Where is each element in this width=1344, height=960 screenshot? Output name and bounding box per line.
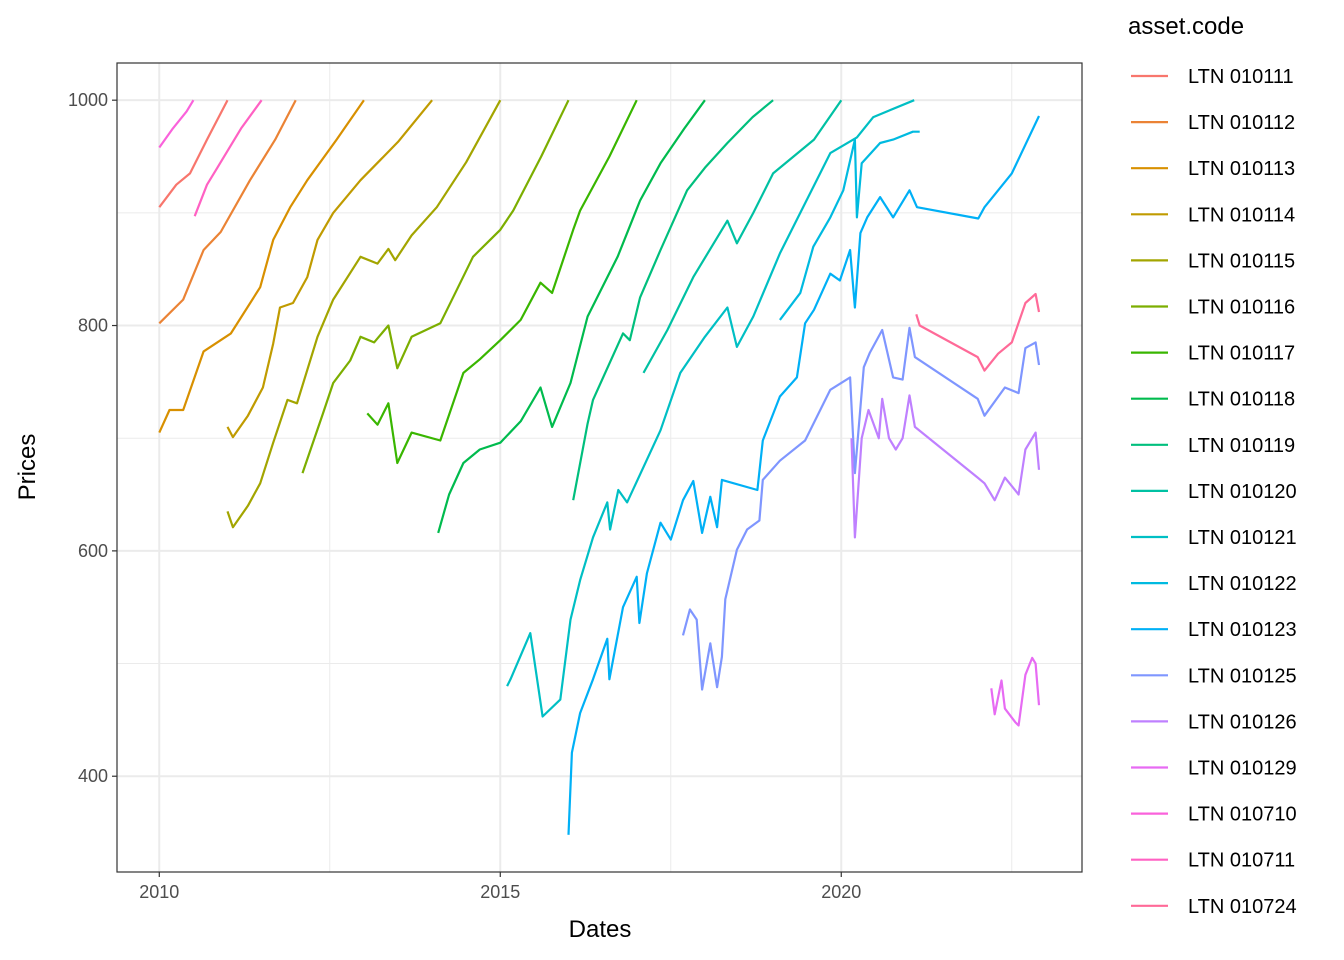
legend-item: LTN 010125: [1131, 665, 1297, 687]
series-line-ltn-010119: [572, 99, 774, 501]
legend-item: LTN 010120: [1131, 481, 1297, 503]
legend-item: LTN 010122: [1131, 573, 1297, 595]
legend-label: LTN 010126: [1188, 711, 1297, 733]
legend-label: LTN 010724: [1188, 896, 1297, 918]
legend-item: LTN 010118: [1131, 389, 1295, 411]
legend-item: LTN 010115: [1131, 250, 1295, 272]
legend-label: LTN 010117: [1188, 343, 1295, 365]
legend-item: LTN 010112: [1131, 112, 1295, 134]
legend-item: LTN 010724: [1131, 896, 1297, 918]
legend: LTN 010111 LTN 010112 LTN 010113 LTN 010114…: [1131, 66, 1297, 918]
legend-item: LTN 010123: [1131, 619, 1297, 641]
series-line-ltn-010115: [226, 99, 502, 529]
series-lines: [158, 99, 1041, 835]
legend-label: LTN 010116: [1188, 297, 1295, 319]
legend-label: LTN 010710: [1188, 804, 1297, 826]
series-line-ltn-010711: [193, 99, 263, 217]
series-line-ltn-010724: [915, 292, 1041, 372]
legend-label: LTN 010125: [1188, 665, 1297, 687]
legend-item: LTN 010114: [1131, 204, 1295, 226]
legend-item: LTN 010113: [1131, 158, 1295, 180]
series-line-ltn-010113: [158, 99, 365, 434]
series-line-ltn-010129: [990, 656, 1041, 727]
legend-item: LTN 010126: [1131, 711, 1297, 733]
legend-label: LTN 010120: [1188, 481, 1297, 503]
legend-item: LTN 010710: [1131, 804, 1297, 826]
legend-item: LTN 010111: [1131, 66, 1294, 88]
legend-label: LTN 010119: [1188, 435, 1295, 457]
legend-label: LTN 010711: [1188, 850, 1295, 872]
legend-label: LTN 010122: [1188, 573, 1297, 595]
series-line-ltn-010120: [642, 99, 843, 374]
legend-label: LTN 010123: [1188, 619, 1297, 641]
legend-item: LTN 010121: [1131, 527, 1297, 549]
x-axis-title: Dates: [569, 916, 632, 943]
legend-item: LTN 010129: [1131, 758, 1297, 780]
plot-panel-border: [116, 62, 1083, 873]
legend-label: LTN 010115: [1188, 250, 1295, 272]
legend-label: LTN 010112: [1188, 112, 1295, 134]
legend-item: LTN 010711: [1131, 850, 1295, 872]
legend-label: LTN 010129: [1188, 758, 1297, 780]
x-tick-label: 2020: [821, 882, 861, 902]
series-line-ltn-010122: [779, 130, 920, 321]
y-tick-label: 1000: [68, 90, 108, 110]
legend-label: LTN 010113: [1188, 158, 1295, 180]
axes: 2010 2015 2020 400 600 800 1000: [68, 90, 861, 902]
x-tick-label: 2010: [139, 882, 179, 902]
y-tick-label: 600: [78, 541, 108, 561]
series-line-ltn-010123: [567, 115, 1040, 835]
series-line-ltn-010117: [366, 99, 638, 465]
series-line-ltn-010126: [850, 394, 1041, 539]
series-line-ltn-010121: [506, 99, 915, 718]
legend-label: LTN 010118: [1188, 389, 1295, 411]
series-line-ltn-010114: [226, 99, 433, 439]
legend-item: LTN 010119: [1131, 435, 1295, 457]
legend-item: LTN 010116: [1131, 297, 1295, 319]
y-tick-label: 400: [78, 766, 108, 786]
legend-label: LTN 010121: [1188, 527, 1297, 549]
legend-label: LTN 010111: [1188, 66, 1294, 88]
series-line-ltn-010118: [437, 99, 706, 534]
legend-item: LTN 010117: [1131, 343, 1295, 365]
legend-label: LTN 010114: [1188, 204, 1295, 226]
y-axis-title: Prices: [14, 434, 41, 501]
legend-title: asset.code: [1128, 13, 1244, 40]
series-line-ltn-010111: [158, 99, 229, 208]
grid: [117, 63, 1082, 872]
series-line-ltn-010710: [158, 99, 195, 149]
series-line-ltn-010125: [681, 326, 1041, 691]
y-tick-label: 800: [78, 316, 108, 336]
series-line-ltn-010112: [158, 99, 297, 325]
series-line-ltn-010116: [301, 99, 570, 474]
x-tick-label: 2015: [480, 882, 520, 902]
